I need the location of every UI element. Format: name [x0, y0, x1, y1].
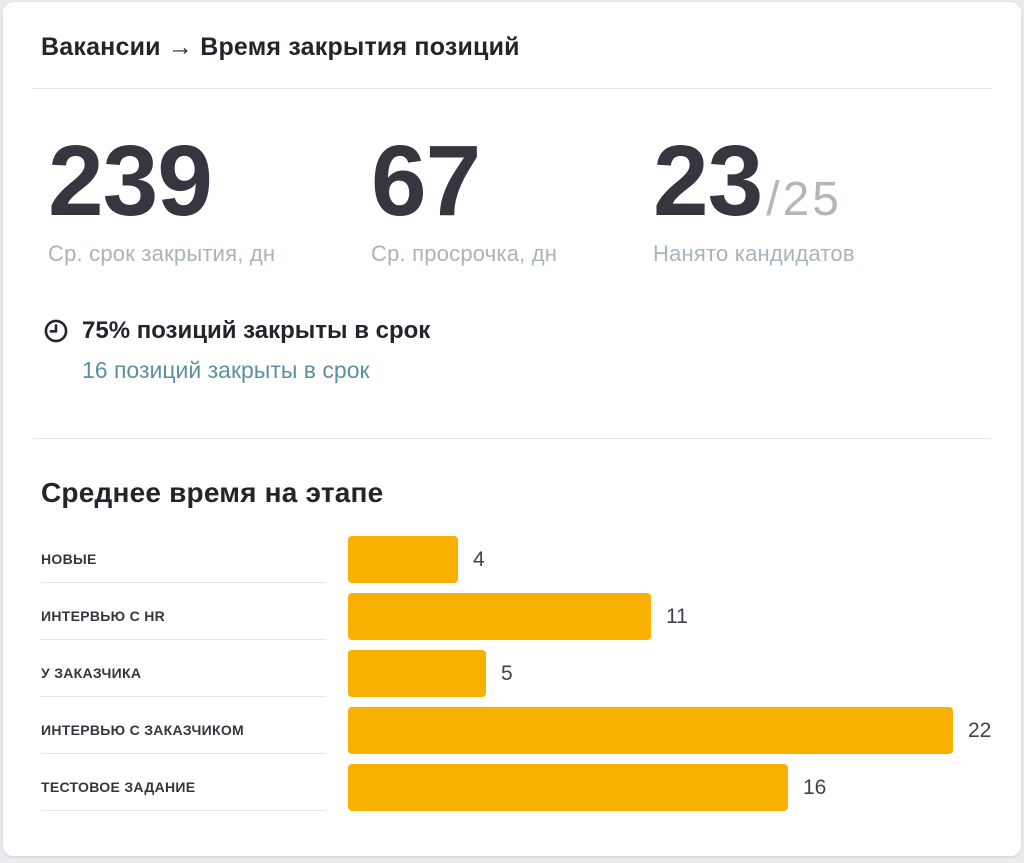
header-divider [33, 88, 991, 89]
stat-hired-count: 23 [653, 125, 763, 237]
stat-hired-total: /25 [766, 173, 842, 226]
chart-bar-area: 11 [348, 593, 991, 640]
chart-bar-value: 11 [666, 604, 688, 628]
chart-title: Среднее время на этапе [41, 477, 384, 508]
chart-row: ИНТЕРВЬЮ С HR 11 [41, 593, 991, 640]
chart-row-label: ИНТЕРВЬЮ С ЗАКАЗЧИКОМ [41, 707, 326, 754]
stat-label: Ср. срок закрытия, дн [48, 241, 276, 266]
section-divider [33, 438, 991, 439]
chart-bar [348, 593, 651, 640]
chart-row: ТЕСТОВОЕ ЗАДАНИЕ 16 [41, 764, 991, 811]
stat-value: 67 [371, 125, 481, 237]
stat-hired-candidates: 23/25 Нанято кандидатов [653, 131, 855, 267]
chart-bar-area: 4 [348, 536, 991, 583]
chart-bar [348, 536, 458, 583]
chart-bar [348, 707, 953, 754]
stat-value: 239 [48, 125, 213, 237]
report-card: Вакансии → Время закрытия позиций 239 Ср… [3, 2, 1021, 856]
chart-row-label: НОВЫЕ [41, 536, 326, 583]
chart-row-label: У ЗАКАЗЧИКА [41, 650, 326, 697]
chart-row-label: ИНТЕРВЬЮ С HR [41, 593, 326, 640]
chart-bar-area: 22 [348, 707, 991, 754]
chart-bar [348, 764, 788, 811]
clock-icon [43, 318, 69, 344]
chart-row-label: ТЕСТОВОЕ ЗАДАНИЕ [41, 764, 326, 811]
chart-bar-area: 5 [348, 650, 991, 697]
page-title: Вакансии → Время закрытия позиций [41, 33, 520, 61]
stat-avg-close-days: 239 Ср. срок закрытия, дн [48, 125, 371, 267]
chart-bar-value: 22 [968, 718, 992, 742]
stats-row: 239 Ср. срок закрытия, дн 67 Ср. просроч… [48, 125, 1021, 267]
chart-row: НОВЫЕ 4 [41, 536, 991, 583]
ontime-headline-row: 75% позиций закрыты в срок [43, 317, 1021, 345]
stat-avg-overdue-days: 67 Ср. просрочка, дн [371, 125, 653, 267]
chart-bar-area: 16 [348, 764, 991, 811]
stage-time-chart: НОВЫЕ 4 ИНТЕРВЬЮ С HR 11 У ЗАКАЗЧИКА 5 И… [41, 536, 991, 811]
chart-bar-value: 16 [803, 775, 827, 799]
chart-bar-value: 5 [501, 661, 513, 685]
stat-label: Нанято кандидатов [653, 241, 855, 266]
chart-bar-value: 4 [473, 547, 485, 571]
chart-bar [348, 650, 486, 697]
ontime-headline: 75% позиций закрыты в срок [82, 317, 431, 344]
chart-row: ИНТЕРВЬЮ С ЗАКАЗЧИКОМ 22 [41, 707, 991, 754]
stat-label: Ср. просрочка, дн [371, 241, 558, 266]
ontime-block: 75% позиций закрыты в срок 16 позиций за… [43, 317, 1021, 384]
stat-value: 23/25 [653, 131, 855, 231]
ontime-positions-link[interactable]: 16 позиций закрыты в срок [82, 357, 370, 383]
chart-row: У ЗАКАЗЧИКА 5 [41, 650, 991, 697]
